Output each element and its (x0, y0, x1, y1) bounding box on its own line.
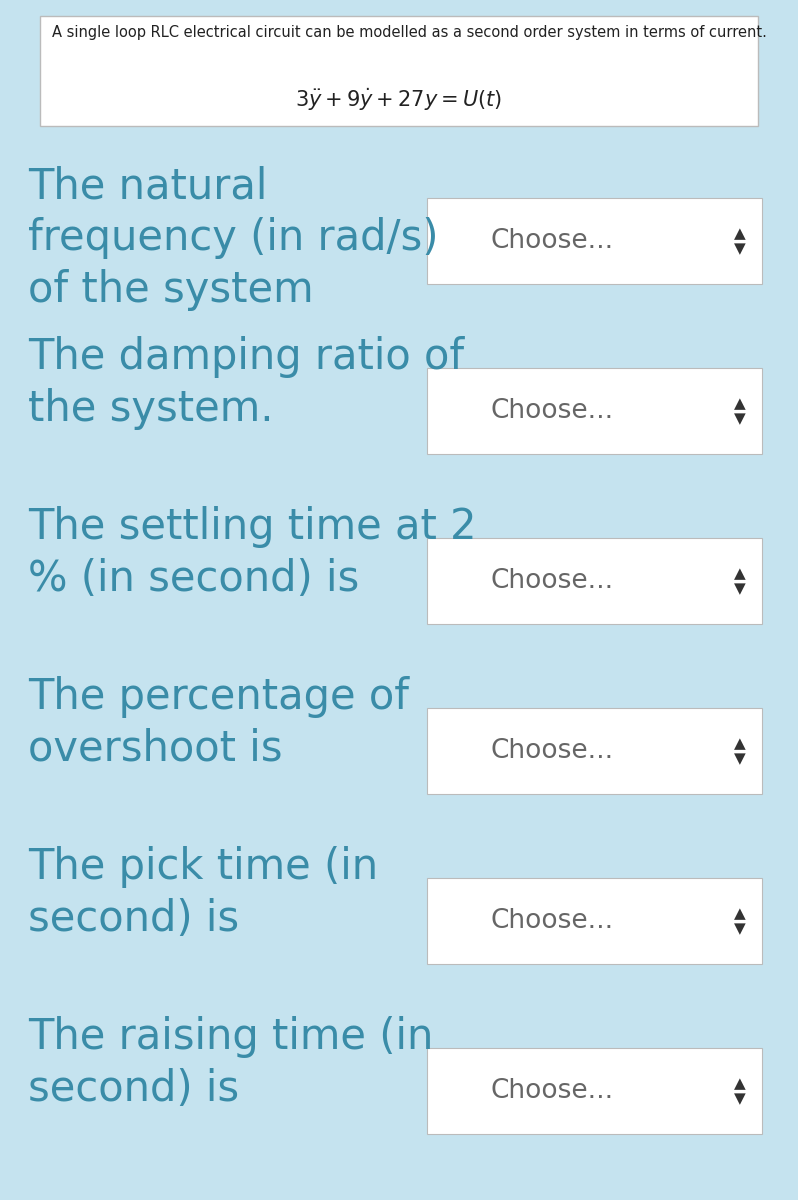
Text: ▲: ▲ (734, 906, 745, 922)
Text: The raising time (in
second) is: The raising time (in second) is (28, 1015, 433, 1110)
FancyBboxPatch shape (427, 368, 762, 454)
Text: The pick time (in
second) is: The pick time (in second) is (28, 846, 378, 940)
Text: The percentage of
overshoot is: The percentage of overshoot is (28, 676, 409, 769)
FancyBboxPatch shape (427, 198, 762, 284)
Text: ▼: ▼ (734, 581, 745, 595)
Text: Choose...: Choose... (491, 228, 614, 254)
Text: ▲: ▲ (734, 396, 745, 412)
Text: The damping ratio of
the system.: The damping ratio of the system. (28, 336, 464, 430)
FancyBboxPatch shape (40, 16, 758, 126)
Text: A single loop RLC electrical circuit can be modelled as a second order system in: A single loop RLC electrical circuit can… (52, 25, 767, 40)
Text: ▼: ▼ (734, 751, 745, 766)
Text: Choose...: Choose... (491, 1078, 614, 1104)
Text: ▼: ▼ (734, 410, 745, 426)
Text: Choose...: Choose... (491, 568, 614, 594)
FancyBboxPatch shape (427, 708, 762, 794)
FancyBboxPatch shape (427, 1048, 762, 1134)
Text: Choose...: Choose... (491, 738, 614, 764)
Text: The natural
frequency (in rad/s)
of the system: The natural frequency (in rad/s) of the … (28, 166, 438, 311)
Text: $3\ddot{y}+9\dot{y}+27y=U(t)$: $3\ddot{y}+9\dot{y}+27y=U(t)$ (295, 86, 503, 113)
Text: ▲: ▲ (734, 227, 745, 241)
Text: The settling time at 2
% (in second) is: The settling time at 2 % (in second) is (28, 505, 476, 600)
Text: ▼: ▼ (734, 1091, 745, 1105)
Text: Choose...: Choose... (491, 908, 614, 934)
Text: ▲: ▲ (734, 1076, 745, 1091)
Text: ▼: ▼ (734, 920, 745, 936)
Text: ▲: ▲ (734, 566, 745, 581)
Text: Choose...: Choose... (491, 398, 614, 424)
FancyBboxPatch shape (427, 877, 762, 965)
Text: ▲: ▲ (734, 737, 745, 751)
FancyBboxPatch shape (427, 538, 762, 624)
Text: ▼: ▼ (734, 241, 745, 256)
